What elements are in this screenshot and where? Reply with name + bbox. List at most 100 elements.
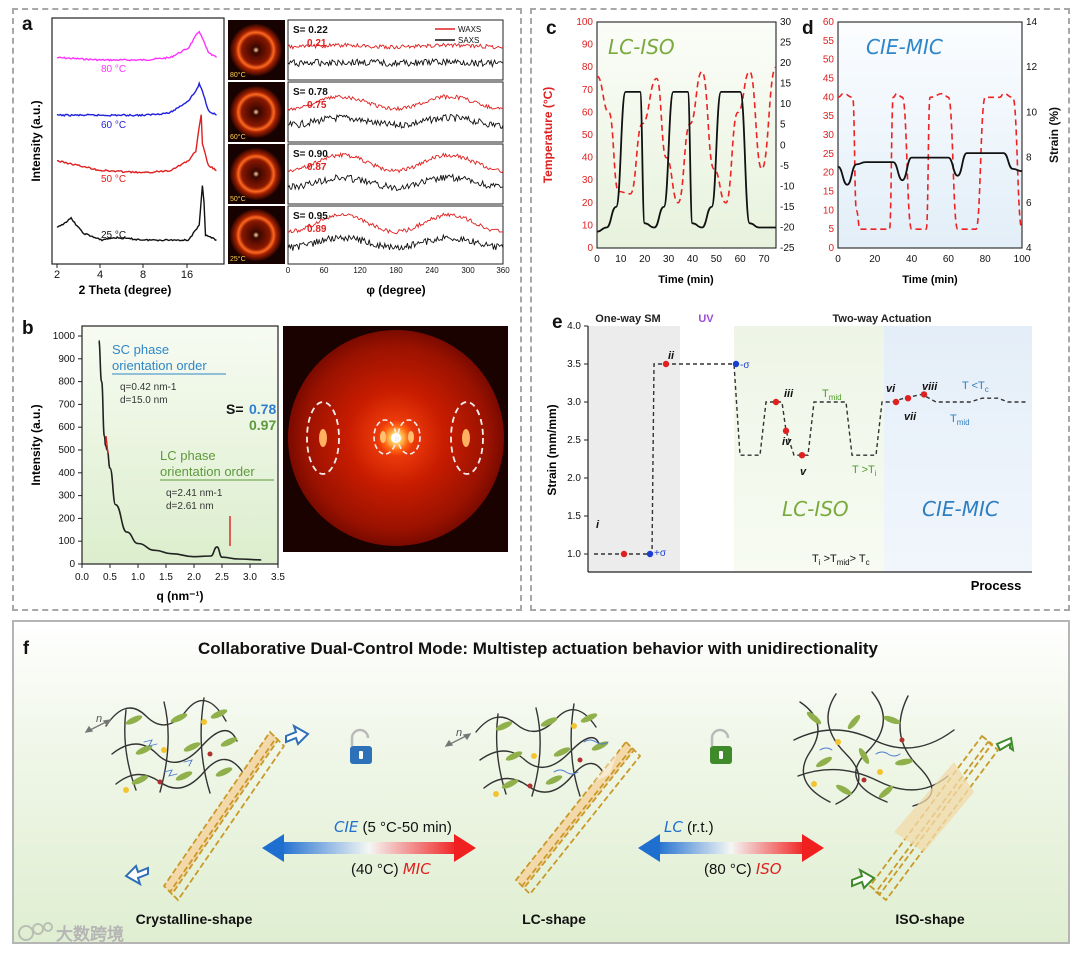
e-point-label: vii xyxy=(904,411,917,423)
d-ytick-left: 10 xyxy=(823,205,835,216)
panel-b-chart: 0 100 200 300 400 500 600 700 800 900 1000 0.0 0.5 1… xyxy=(29,325,508,603)
b-ytick: 700 xyxy=(58,399,75,410)
panel-c-letter: c xyxy=(546,18,557,39)
saxs-azimuthal-curve xyxy=(287,233,504,251)
e-data-point xyxy=(904,395,912,402)
b-xtick: 2.0 xyxy=(187,572,201,583)
s-value-waxs: 0.75 xyxy=(307,100,327,111)
panel-a: 80 °C 60 °C 50 °C 25 °C 2 4 8 16 2 Theta… xyxy=(0,0,530,310)
saxs-highlight-ellipse xyxy=(306,401,340,475)
director-n-label: n xyxy=(456,727,462,739)
b-xtick: 0.0 xyxy=(75,572,89,583)
d-xtick: 20 xyxy=(869,254,881,265)
phi-tick: 60 xyxy=(320,266,329,275)
e-t-gt-ti: T >Ti xyxy=(852,464,877,478)
force-arrow-icon xyxy=(851,736,1015,890)
b-xtick: 0.5 xyxy=(103,572,117,583)
b-ytick: 300 xyxy=(58,491,75,502)
panel-d-letter: d xyxy=(802,18,814,39)
watermark-logo-icon xyxy=(18,922,53,941)
b-xtick: 2.5 xyxy=(215,572,229,583)
lc-q: q=2.41 nm-1 xyxy=(166,488,223,499)
panel-f-letter: f xyxy=(23,638,30,658)
e-data-point xyxy=(772,398,780,406)
panel-b-letter: b xyxy=(22,318,34,339)
e-ytick: 4.0 xyxy=(567,321,581,332)
d-ytick-left: 30 xyxy=(823,130,835,141)
d-xtick: 60 xyxy=(943,254,955,265)
e-data-point xyxy=(798,452,806,459)
b-xtick: 3.0 xyxy=(243,572,257,583)
c-xtick: 70 xyxy=(759,254,771,265)
phi-tick: 300 xyxy=(461,266,475,275)
c-xtick: 50 xyxy=(711,254,723,265)
saxs-pattern-60 xyxy=(230,86,282,138)
waxs-azimuthal-curve xyxy=(287,94,504,112)
c-ytick-right: 10 xyxy=(780,99,792,110)
d-ytick-right: 12 xyxy=(1026,62,1038,73)
cde-group-box xyxy=(530,8,1070,611)
panel-a-letter: a xyxy=(22,14,33,35)
xrd-xtick: 2 xyxy=(54,269,60,281)
force-arrow-icon xyxy=(124,723,310,887)
b-ytick: 1000 xyxy=(53,331,76,342)
b-ytick: 500 xyxy=(58,445,75,456)
e-strain-path xyxy=(594,363,1028,555)
arrow1-bottom-label: (40 °C) MIC xyxy=(351,860,431,878)
b-ylabel: Intensity (a.u.) xyxy=(29,404,43,485)
azimuthal-stack: S= 0.22 0.21 S= 0.78 0.75 S= 0.90 0.87 S… xyxy=(287,19,504,265)
pattern-temp-label: 60°C xyxy=(230,133,246,141)
d-strain-line xyxy=(837,152,1023,186)
unlock-icon xyxy=(710,728,732,764)
c-xtick: 20 xyxy=(639,254,651,265)
c-ytick-left: 50 xyxy=(582,130,594,141)
c-mode-label: LC-ISO xyxy=(608,35,675,59)
lc-title-2: orientation order xyxy=(160,464,255,479)
xrd-x-ticks: 2 4 8 16 xyxy=(54,264,193,281)
c-ytick-left: 0 xyxy=(587,243,593,254)
e-data-point xyxy=(620,550,628,558)
c-ytick-left: 10 xyxy=(582,220,594,231)
c-ytick-right: -10 xyxy=(780,181,795,192)
c-ytick-left: 100 xyxy=(576,17,593,28)
xrd-xtick: 4 xyxy=(97,269,103,281)
lc-title-1: LC phase xyxy=(160,448,216,463)
xrd-label-60: 60 °C xyxy=(101,120,126,131)
s-value-saxs: S= 0.78 xyxy=(293,87,328,98)
sc-title-1: SC phase xyxy=(112,342,169,357)
e-ylabel: Strain (mm/mm) xyxy=(545,404,559,495)
xrd-xtick: 8 xyxy=(140,269,146,281)
xrd-label-80: 80 °C xyxy=(101,64,126,75)
s-value-saxs: S= 0.95 xyxy=(293,211,328,222)
e-point-label: ii xyxy=(668,350,675,362)
b-ytick: 400 xyxy=(58,468,75,479)
panel-f: f Collaborative Dual-Control Mode: Multi… xyxy=(12,620,1070,944)
transition-arrow-cie-mic xyxy=(262,834,476,862)
xrd-curve-60 xyxy=(56,81,217,117)
network-lc xyxy=(475,703,609,797)
b-xtick: 1.5 xyxy=(159,572,173,583)
saxs-pattern-50 xyxy=(230,148,282,200)
e-ytick: 3.5 xyxy=(567,359,581,370)
s-value-waxs: 0.89 xyxy=(307,224,327,235)
d-xtick: 80 xyxy=(980,254,992,265)
e-ytick: 2.5 xyxy=(567,435,581,446)
shape-label-lc: LC-shape xyxy=(522,911,586,927)
panel-e: One-way SM UV Two-way Actuation 1.0 1.5 2.… xyxy=(530,300,1070,610)
film-crystalline xyxy=(162,730,286,902)
waxs-azimuthal-curve xyxy=(287,212,504,235)
d-xlabel: Time (min) xyxy=(902,274,958,286)
d-ytick-left: 15 xyxy=(823,187,835,198)
c-ytick-left: 70 xyxy=(582,85,594,96)
e-ytick: 1.5 xyxy=(567,511,581,522)
s-value-saxs: S= 0.22 xyxy=(293,25,328,36)
s-lc-value: 0.97 xyxy=(249,417,276,433)
b-ytick: 900 xyxy=(58,354,75,365)
e-point-label: iii xyxy=(784,388,794,400)
film-iso xyxy=(868,734,1000,902)
d-ytick-left: 35 xyxy=(823,111,835,122)
d-xtick: 0 xyxy=(835,254,841,265)
c-ytick-left: 40 xyxy=(582,153,594,164)
s-sc-value: 0.78 xyxy=(249,401,276,417)
d-mode-label: CIE-MIC xyxy=(866,35,943,59)
